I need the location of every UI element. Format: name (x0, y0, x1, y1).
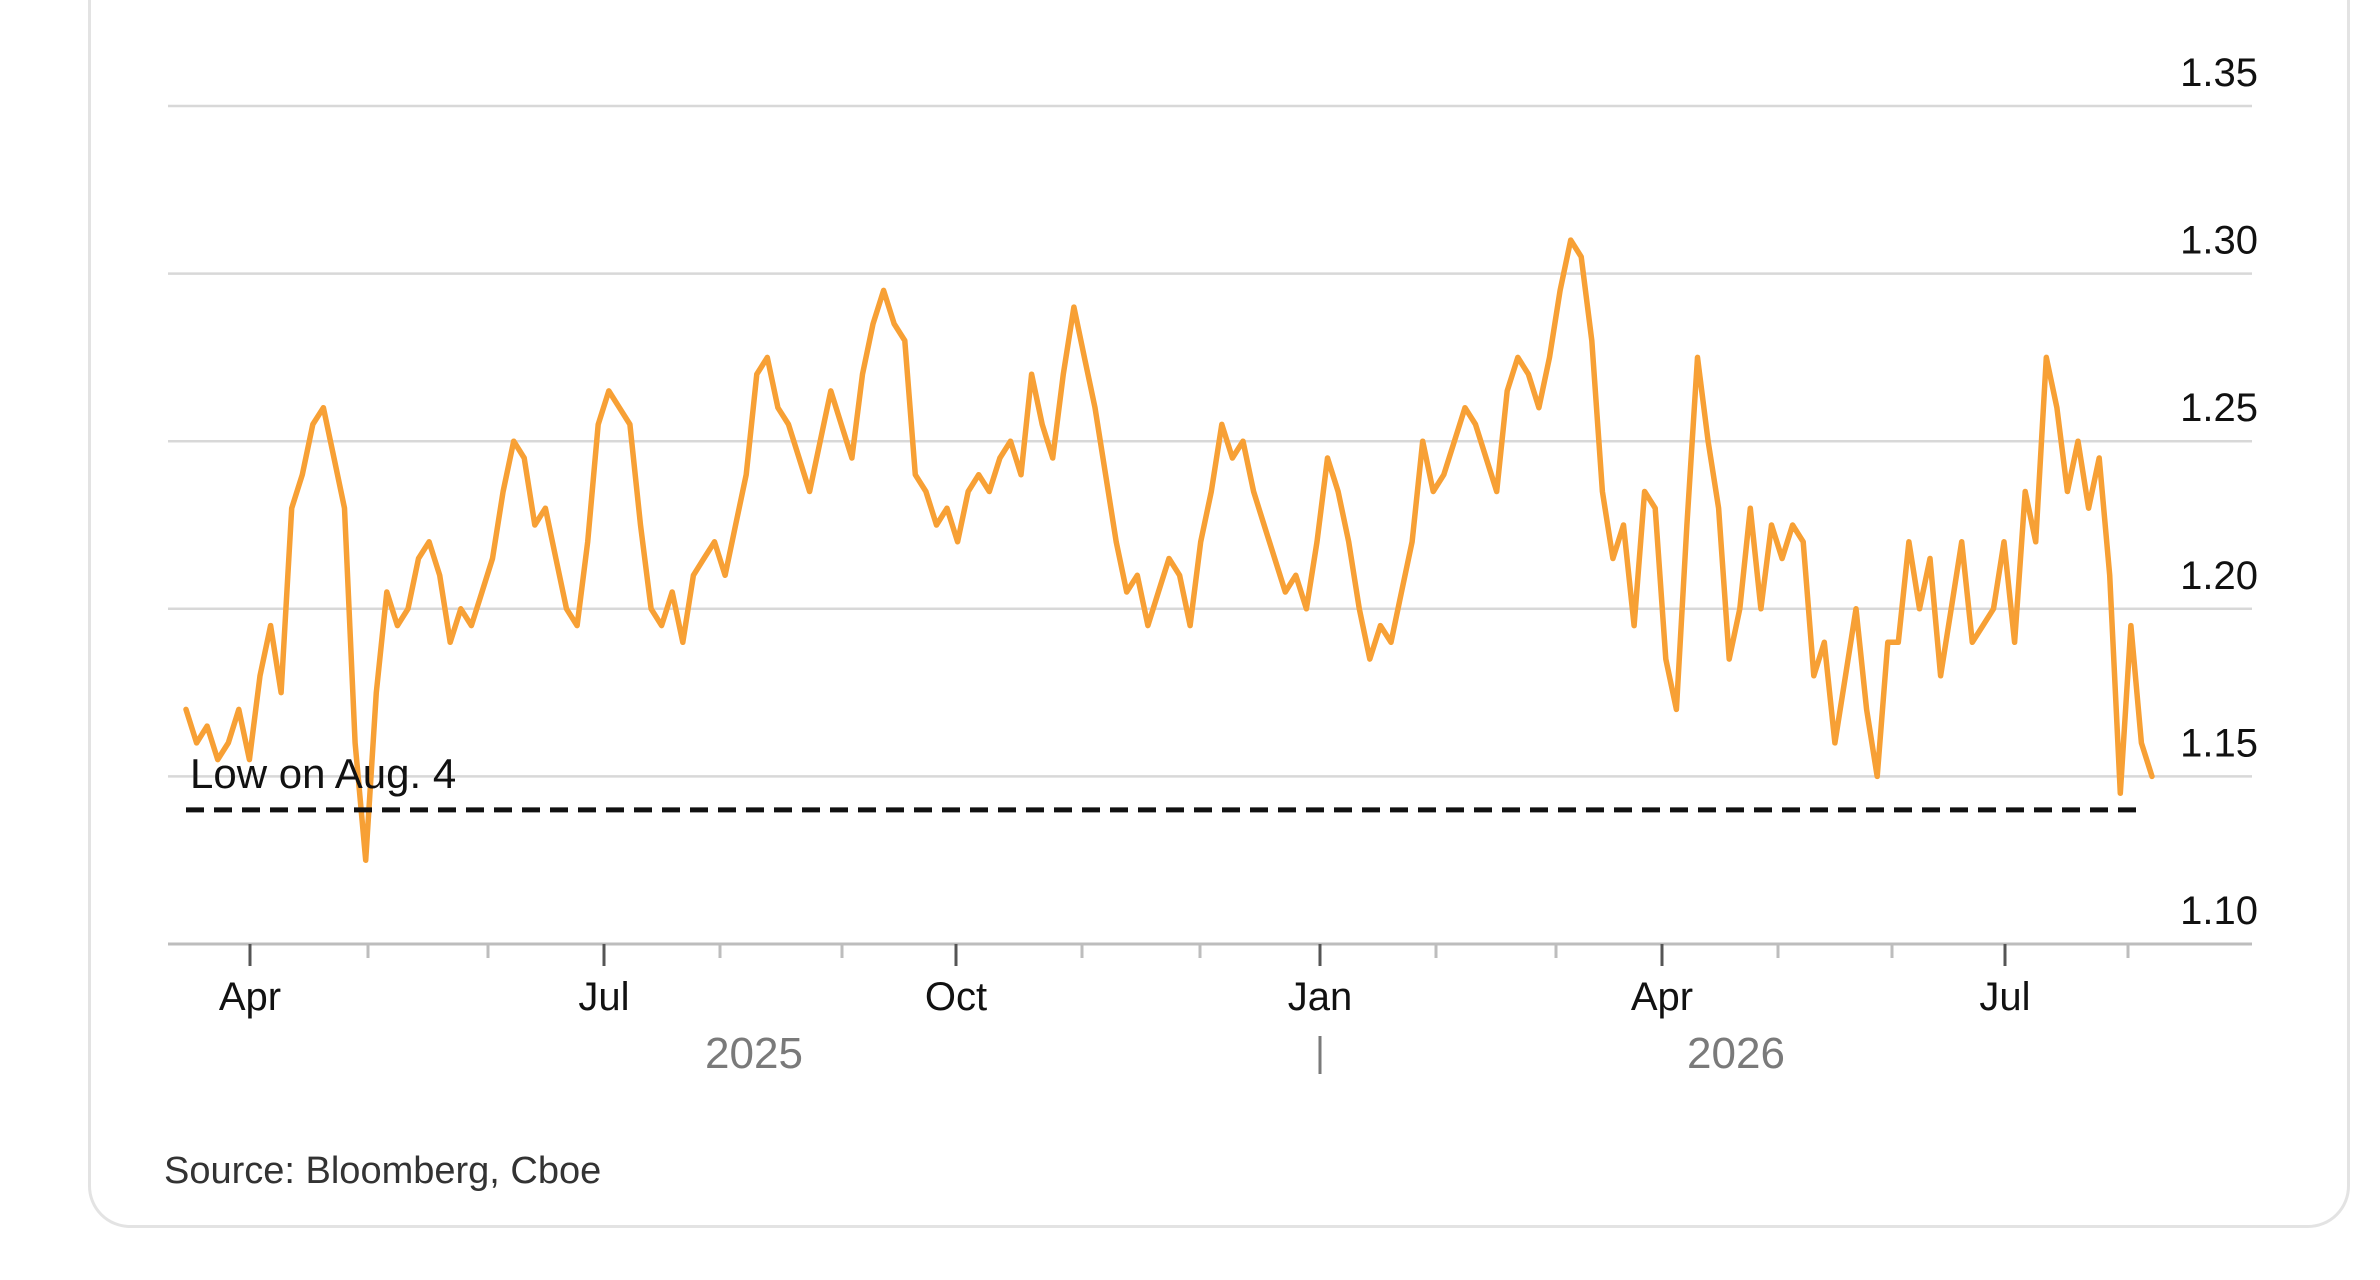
x-tick-label: Jul (1979, 975, 2030, 1019)
y-tick-label: 1.20 (2180, 554, 2258, 598)
y-tick-label: 1.35 (2180, 51, 2258, 95)
year-labels: 2025 2026 (705, 1029, 1785, 1078)
y-axis-ticks: 1.35 1.30 1.25 1.20 1.15 1.10 (2180, 51, 2258, 933)
gridlines (168, 104, 2252, 946)
y-tick-label: 1.10 (2180, 889, 2258, 933)
y-tick-label: 1.30 (2180, 219, 2258, 263)
x-tick-label: Apr (1631, 975, 1693, 1019)
series-layer (183, 237, 2155, 863)
y-tick-label: 1.15 (2180, 721, 2258, 765)
year-label: 2026 (1687, 1029, 1785, 1078)
annotation-layer: Low on Aug. 4 (186, 750, 2142, 813)
year-label: 2025 (705, 1029, 803, 1078)
y-tick-label: 1.25 (2180, 386, 2258, 430)
x-tick-label: Apr (219, 975, 281, 1019)
x-tick-label: Oct (925, 975, 987, 1019)
x-axis: Apr Jul Oct Jan Apr Jul (219, 944, 2130, 1019)
low-annotation-label: Low on Aug. 4 (190, 750, 456, 797)
source-note: Source: Bloomberg, Cboe (164, 1150, 602, 1192)
x-tick-label: Jul (578, 975, 629, 1019)
series-line (183, 237, 2155, 863)
x-tick-label: Jan (1288, 975, 1353, 1019)
